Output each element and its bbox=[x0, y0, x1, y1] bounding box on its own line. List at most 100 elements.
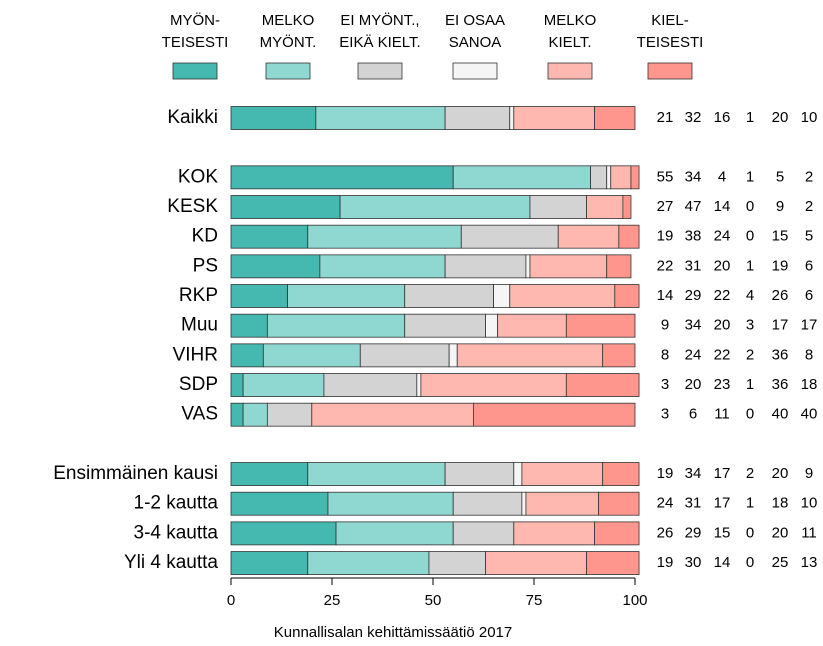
value-label: 0 bbox=[746, 228, 754, 245]
bar-segment bbox=[557, 224, 620, 249]
bar-segment bbox=[311, 402, 474, 427]
value-label: 34 bbox=[685, 465, 702, 482]
bar-segment bbox=[590, 165, 608, 190]
value-label: 15 bbox=[772, 228, 789, 245]
value-label: 22 bbox=[714, 287, 731, 304]
value-label: 32 bbox=[685, 109, 702, 126]
bar-segment bbox=[327, 491, 454, 516]
bar-segment bbox=[602, 343, 636, 368]
value-label: 9 bbox=[661, 317, 669, 334]
bar-segment bbox=[610, 165, 632, 190]
value-label: 14 bbox=[714, 198, 731, 215]
value-label: 4 bbox=[718, 168, 726, 185]
x-tick-label: 0 bbox=[227, 592, 235, 609]
value-label: 40 bbox=[801, 406, 818, 423]
value-label: 0 bbox=[746, 554, 754, 571]
bar-segment bbox=[242, 402, 268, 427]
value-label: 1 bbox=[746, 257, 754, 274]
bar-segment bbox=[359, 343, 450, 368]
bar-segment bbox=[242, 373, 325, 397]
bar-segment bbox=[606, 254, 632, 279]
bar-segment bbox=[618, 224, 640, 249]
bar-segment bbox=[428, 551, 486, 575]
bar-segment bbox=[565, 373, 640, 397]
bar-segment bbox=[602, 462, 640, 486]
bar-segment bbox=[452, 491, 523, 516]
bar-segment bbox=[230, 551, 309, 575]
bar-segment bbox=[493, 284, 511, 308]
bar-segment bbox=[266, 313, 406, 338]
bar-segment bbox=[513, 106, 595, 130]
value-label: 31 bbox=[685, 257, 702, 274]
y-tick-label: Ensimmäinen kausi bbox=[53, 463, 218, 484]
value-label: 13 bbox=[801, 554, 818, 571]
y-tick-label: 3-4 kautta bbox=[134, 522, 219, 543]
value-label: 0 bbox=[746, 524, 754, 541]
x-tick-label: 25 bbox=[324, 592, 341, 609]
value-label: 20 bbox=[772, 109, 789, 126]
bar-segment bbox=[521, 491, 527, 516]
value-label: 3 bbox=[661, 376, 669, 393]
bar-segment bbox=[416, 373, 422, 397]
value-label: 6 bbox=[689, 406, 697, 423]
value-label: 17 bbox=[714, 465, 731, 482]
bar-segment bbox=[452, 165, 591, 190]
legend-label: KIEL- TEISESTI bbox=[636, 12, 704, 51]
bar-segment bbox=[622, 195, 632, 219]
legend-label: MELKO KIELT. bbox=[543, 12, 597, 51]
value-label: 26 bbox=[657, 524, 674, 541]
value-label: 18 bbox=[801, 376, 818, 393]
value-label: 17 bbox=[714, 495, 731, 512]
bar-segment bbox=[230, 313, 268, 338]
value-label: 1 bbox=[746, 109, 754, 126]
bar-segment bbox=[266, 402, 313, 427]
value-label: 23 bbox=[714, 376, 731, 393]
bar-segment bbox=[630, 165, 640, 190]
bar-segment bbox=[319, 254, 446, 279]
value-label: 20 bbox=[772, 465, 789, 482]
y-tick-label: PS bbox=[193, 255, 218, 276]
value-label: 14 bbox=[657, 287, 674, 304]
bar-segment bbox=[452, 521, 515, 546]
bar-segment bbox=[287, 284, 406, 308]
legend-swatch bbox=[357, 62, 403, 80]
value-label: 24 bbox=[657, 495, 674, 512]
bar-segment bbox=[230, 462, 309, 486]
value-label: 17 bbox=[801, 317, 818, 334]
bar-segment bbox=[606, 165, 612, 190]
source: Kunnallisalan kehittämissäätiö 2017 bbox=[274, 624, 512, 641]
value-label: 1 bbox=[746, 168, 754, 185]
value-label: 19 bbox=[772, 257, 789, 274]
value-label: 24 bbox=[714, 228, 731, 245]
value-label: 16 bbox=[714, 109, 731, 126]
legend-swatch bbox=[647, 62, 693, 80]
bar-segment bbox=[497, 313, 567, 338]
value-label: 3 bbox=[746, 317, 754, 334]
bar-segment bbox=[404, 284, 494, 308]
x-tick-label: 50 bbox=[425, 592, 442, 609]
y-tick-label: KESK bbox=[167, 196, 218, 217]
legend-swatch bbox=[547, 62, 593, 80]
bar-segment bbox=[420, 373, 567, 397]
value-label: 6 bbox=[805, 287, 813, 304]
bar-segment bbox=[513, 462, 523, 486]
bar-segment bbox=[472, 402, 636, 427]
bar-segment bbox=[339, 195, 531, 219]
bar-segment bbox=[529, 254, 608, 279]
value-label: 0 bbox=[746, 198, 754, 215]
y-tick-label: VIHR bbox=[173, 344, 218, 365]
y-tick-label: VAS bbox=[181, 404, 218, 425]
bar-segment bbox=[230, 343, 264, 368]
value-label: 30 bbox=[685, 554, 702, 571]
value-label: 40 bbox=[772, 406, 789, 423]
bar-segment bbox=[586, 551, 640, 575]
y-tick-label: SDP bbox=[179, 374, 218, 395]
bar-segment bbox=[448, 343, 458, 368]
bar-segment bbox=[444, 254, 527, 279]
bar-segment bbox=[307, 224, 462, 249]
value-label: 2 bbox=[746, 465, 754, 482]
y-tick-label: KOK bbox=[178, 166, 218, 187]
bar-segment bbox=[230, 491, 329, 516]
